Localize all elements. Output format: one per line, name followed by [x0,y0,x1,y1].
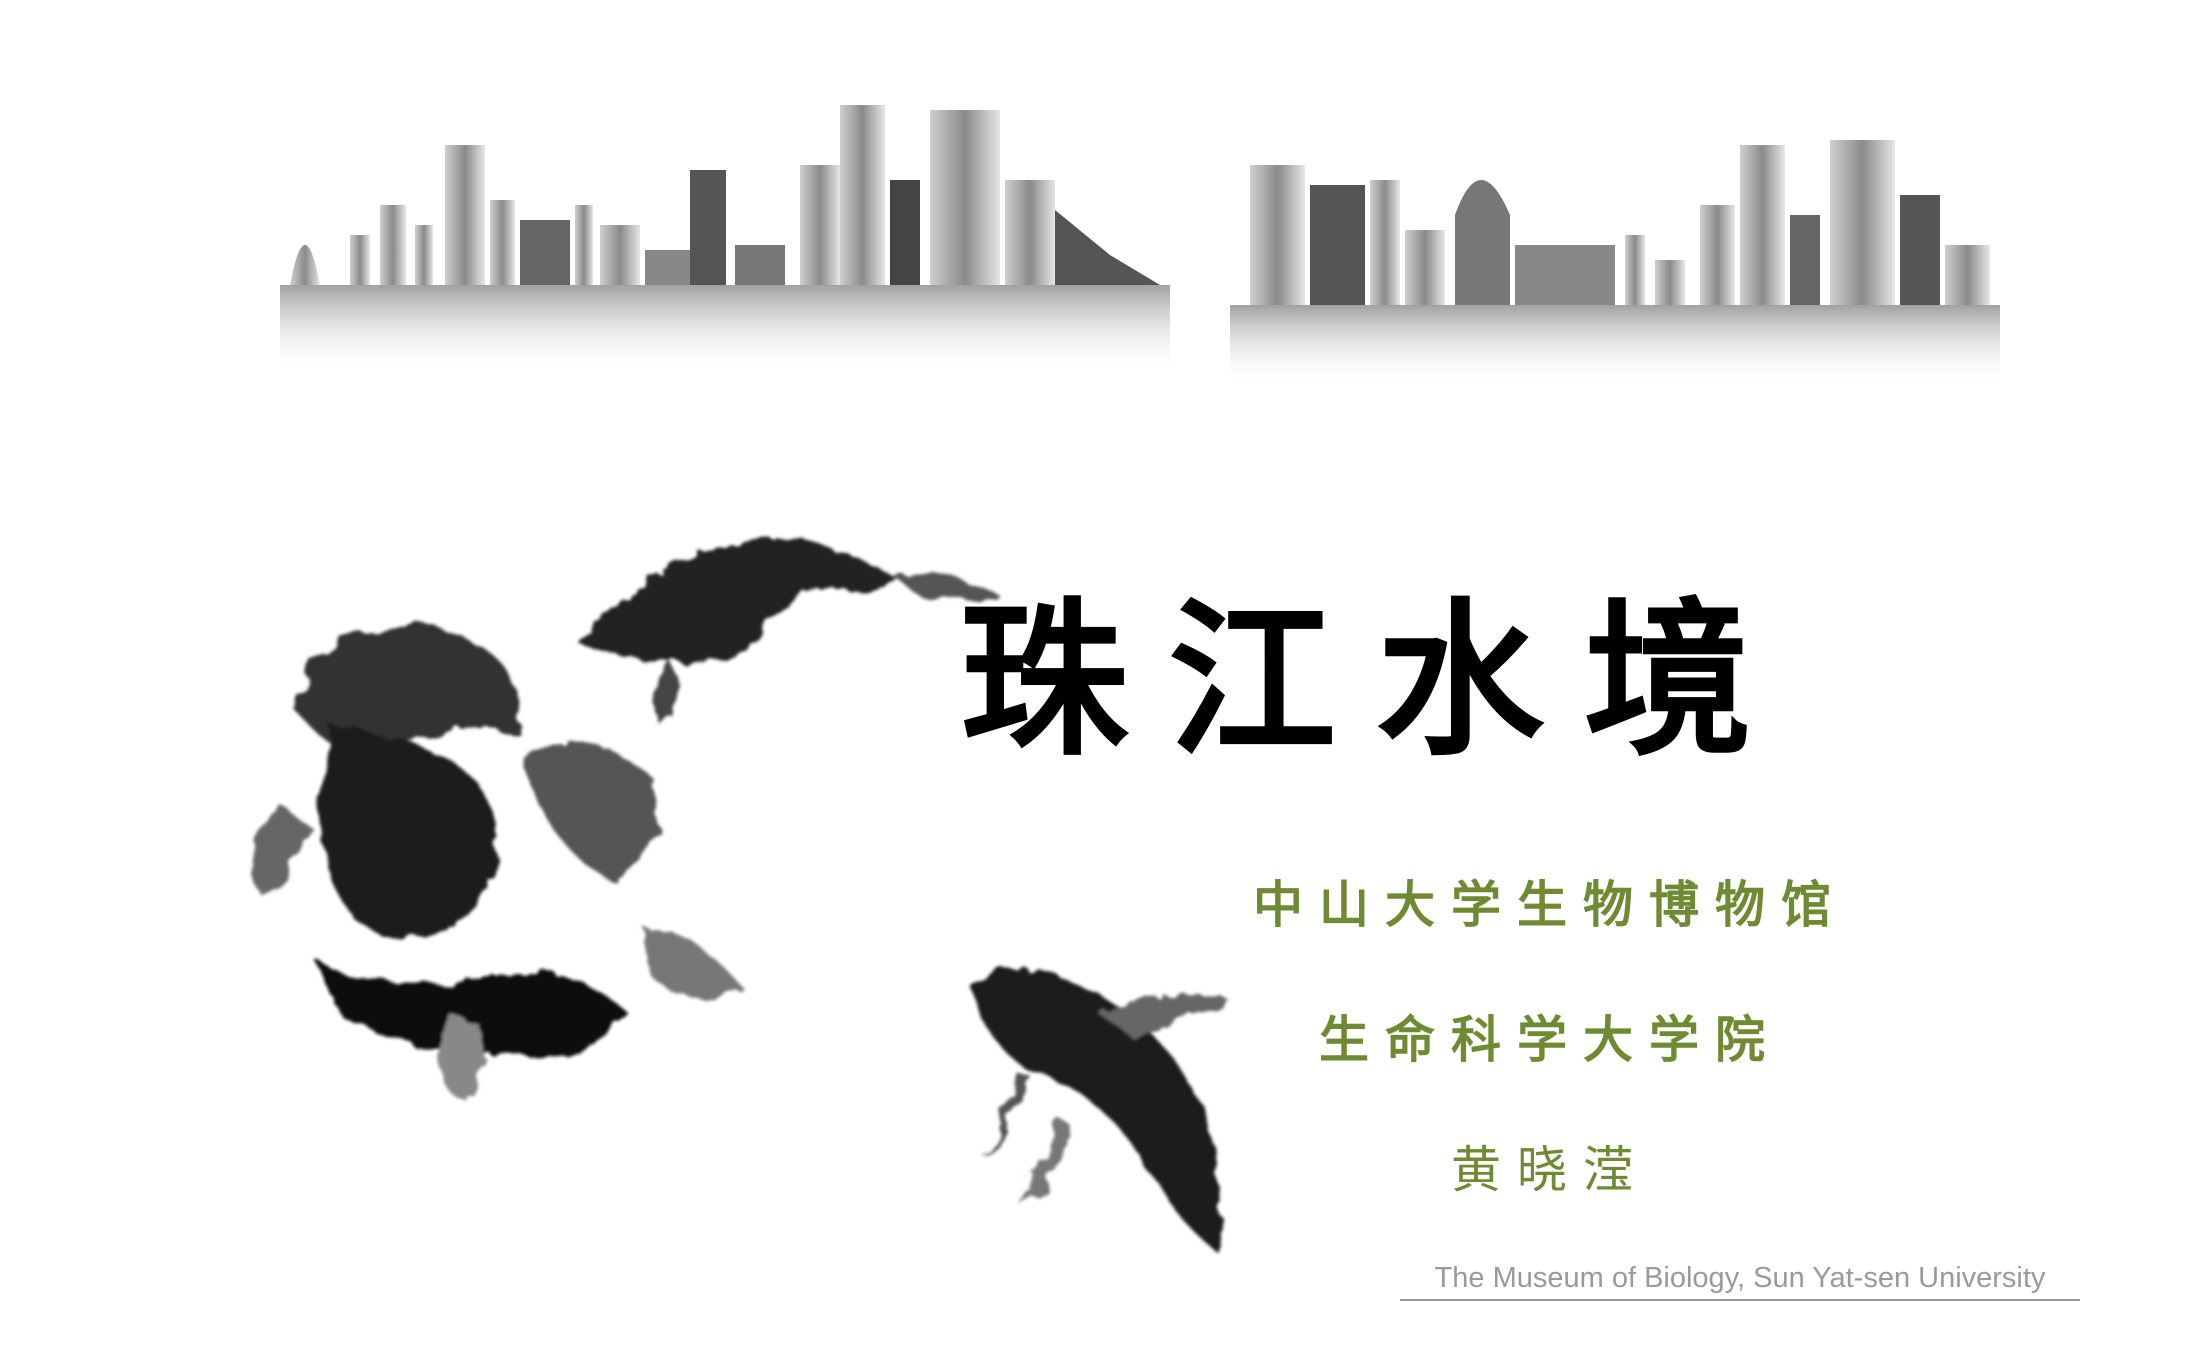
skyline-image-right [1230,140,2000,385]
skyline-image-left [280,105,1170,375]
ink-fish-cluster-image [253,539,1000,1105]
footer-caption: The Museum of Biology, Sun Yat-sen Unive… [1400,1262,2080,1301]
subtitle-museum: 中山大学生物博物馆 [1253,875,1847,934]
ink-fish-single-image [970,970,1230,1255]
subtitle-author: 黄晓滢 [1451,1141,1649,1199]
subtitle-school: 生命科学大学院 [1319,1010,1781,1069]
slide-title: 珠江水境 [960,581,1792,779]
